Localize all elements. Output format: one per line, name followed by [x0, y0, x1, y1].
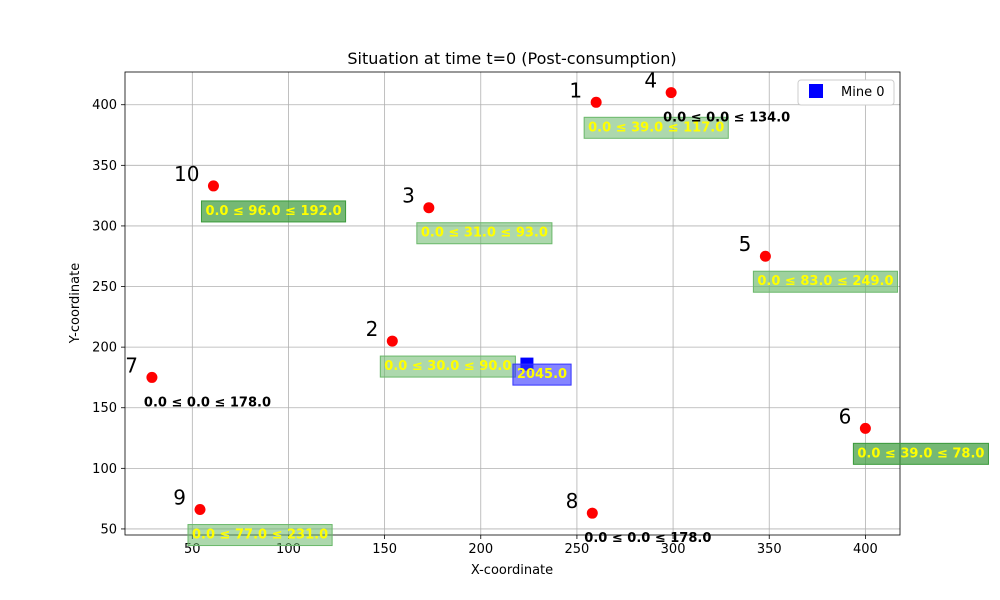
point-value-label: 0.0 ≤ 0.0 ≤ 178.0	[584, 531, 711, 546]
point-value-label-group: 0.0 ≤ 0.0 ≤ 178.0	[144, 395, 271, 410]
point-value-label-box	[200, 200, 347, 223]
point-value-label-box	[752, 270, 899, 293]
x-tick-label: 350	[757, 542, 782, 557]
point-value-label: 0.0 ≤ 96.0 ≤ 192.0	[205, 204, 341, 219]
mine-value-label-group: 2045.0	[512, 363, 572, 386]
point-id-label: 6	[839, 404, 852, 428]
customer-point	[423, 202, 435, 214]
point-value-label-group: 0.0 ≤ 77.0 ≤ 231.0	[187, 524, 333, 547]
point-value-label-group: 0.0 ≤ 83.0 ≤ 249.0	[752, 270, 899, 293]
point-value-label-box	[187, 524, 333, 547]
grid	[125, 72, 900, 535]
x-tick-label: 250	[565, 542, 590, 557]
customer-point	[759, 250, 771, 262]
customer-point	[194, 504, 206, 516]
customer-point	[665, 87, 677, 99]
point-value-label: 0.0 ≤ 39.0 ≤ 117.0	[588, 120, 724, 135]
customer-point	[586, 507, 598, 519]
x-tick-label: 150	[372, 542, 397, 557]
point-value-label-group: 0.0 ≤ 31.0 ≤ 93.0	[416, 222, 553, 245]
x-axis-label: X-coordinate	[471, 563, 553, 578]
plot-frame	[124, 71, 901, 536]
chart-title: Situation at time t=0 (Post-consumption)	[347, 49, 676, 68]
point-id-label: 5	[739, 232, 752, 256]
customer-point	[590, 96, 602, 108]
point-id-label: 7	[125, 353, 138, 377]
point-value-label: 0.0 ≤ 31.0 ≤ 93.0	[421, 226, 548, 241]
point-id-label: 3	[402, 184, 415, 208]
customer-point	[146, 371, 158, 383]
point-value-label-box	[583, 116, 729, 139]
customer-point	[859, 422, 871, 434]
point-value-label: 0.0 ≤ 0.0 ≤ 134.0	[663, 111, 790, 126]
y-tick-label: 50	[100, 522, 117, 537]
point-id-label: 10	[174, 162, 199, 186]
x-tick-label: 200	[468, 542, 493, 557]
point-value-label: 0.0 ≤ 39.0 ≤ 78.0	[857, 446, 984, 461]
point-value-label-group: 0.0 ≤ 39.0 ≤ 78.0	[852, 442, 989, 465]
x-tick-label: 300	[661, 542, 686, 557]
point-id-label: 1	[569, 78, 582, 102]
customer-point	[386, 335, 398, 347]
y-tick-label: 150	[92, 401, 117, 416]
y-tick-label: 250	[92, 280, 117, 295]
axes: 50 100 150 200 250 300 350 40050100150200250300…	[92, 71, 901, 557]
point-id-label: 2	[366, 317, 379, 341]
point-value-label-box	[852, 442, 989, 465]
point-value-label-box	[416, 222, 553, 245]
customer-point	[207, 180, 219, 192]
point-value-label: 0.0 ≤ 77.0 ≤ 231.0	[192, 528, 328, 543]
mine-value-label-box	[512, 363, 572, 386]
data-marks: 1 0.0 ≤ 39.0 ≤ 117.0 2 0.0 ≤ 30.0 ≤ 90.0 3 0.…	[125, 69, 989, 547]
point-value-label-group: 0.0 ≤ 96.0 ≤ 192.0	[200, 200, 347, 223]
point-id-label: 4	[644, 69, 657, 93]
point-value-label: 0.0 ≤ 83.0 ≤ 249.0	[757, 274, 893, 289]
y-tick-label: 400	[92, 98, 117, 113]
legend-marker	[809, 84, 823, 98]
y-tick-label: 200	[92, 341, 117, 356]
point-value-label-group: 0.0 ≤ 39.0 ≤ 117.0	[583, 116, 729, 139]
x-tick-label: 400	[853, 542, 878, 557]
point-id-label: 8	[566, 489, 579, 513]
y-axis-label: Y-coordinate	[68, 263, 83, 344]
legend: Mine 0	[797, 79, 895, 106]
y-tick-label: 100	[92, 462, 117, 477]
point-value-label-group: 0.0 ≤ 0.0 ≤ 178.0	[584, 531, 711, 546]
legend-label: Mine 0	[841, 85, 884, 100]
point-id-label: 9	[173, 486, 186, 510]
mine-value-label: 2045.0	[517, 367, 567, 382]
y-tick-label: 300	[92, 219, 117, 234]
y-tick-label: 350	[92, 159, 117, 174]
point-value-label: 0.0 ≤ 30.0 ≤ 90.0	[384, 359, 511, 374]
point-value-label-group: 0.0 ≤ 30.0 ≤ 90.0	[379, 355, 516, 378]
point-value-label: 0.0 ≤ 0.0 ≤ 178.0	[144, 395, 271, 410]
point-value-label-group: 0.0 ≤ 0.0 ≤ 134.0	[663, 111, 790, 126]
